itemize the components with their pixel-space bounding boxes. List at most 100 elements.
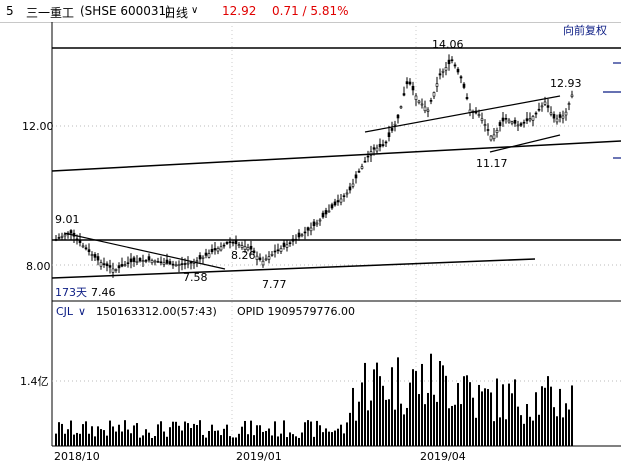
chevron-down-icon[interactable]: ∨: [191, 5, 199, 16]
volume-bar: [502, 384, 504, 446]
candle-body: [357, 170, 361, 173]
candle-body: [264, 258, 268, 261]
volume-bar: [154, 436, 156, 446]
candle-body: [363, 160, 367, 163]
volume-bar: [496, 378, 498, 446]
volume-bar: [481, 391, 483, 446]
price-axis-label-8: 8.00: [26, 260, 51, 273]
volume-bar: [322, 432, 324, 446]
volume-bar: [346, 422, 348, 446]
candle-body: [204, 252, 208, 256]
volume-bar: [145, 429, 147, 446]
candle-body: [507, 119, 511, 123]
volume-bar: [109, 420, 111, 446]
volume-bar: [187, 423, 189, 446]
candle-body: [237, 244, 241, 246]
candle-body: [60, 235, 64, 238]
volume-bar: [529, 416, 531, 446]
candle-body: [351, 183, 355, 187]
period-selector[interactable]: 日线: [164, 6, 189, 20]
volume-bar: [325, 428, 327, 446]
volume-bar: [55, 433, 57, 446]
trend-line-upper[interactable]: [364, 95, 561, 133]
candle-body: [255, 255, 259, 260]
candle-body: [120, 264, 124, 267]
volume-bar: [103, 430, 105, 446]
candle-body: [528, 118, 532, 121]
candle-body: [330, 204, 334, 209]
volume-bar: [97, 426, 99, 446]
volume-bar: [511, 393, 513, 446]
volume-bar: [541, 386, 543, 446]
candle-body: [87, 249, 91, 253]
candle-body: [288, 242, 292, 245]
candle-body: [492, 134, 496, 140]
volume-bar: [211, 424, 213, 446]
volume-bar: [205, 437, 207, 446]
adjust-mode-button[interactable]: 向前复权: [563, 23, 607, 37]
volume-bar: [352, 387, 354, 446]
candle-body: [168, 261, 172, 265]
volume-bar: [466, 375, 468, 446]
volume-bar: [163, 431, 165, 446]
candle-body: [450, 59, 454, 62]
candle-body: [387, 132, 391, 137]
candle-body: [333, 201, 337, 206]
volume-bar: [226, 424, 228, 446]
candle-body: [279, 248, 283, 252]
volume-bar: [310, 421, 312, 446]
volume-bar: [220, 435, 222, 446]
volume-bar: [133, 425, 135, 446]
candle-body: [318, 219, 322, 222]
volume-bar: [58, 422, 60, 446]
candle-body: [567, 103, 571, 105]
candle-body: [399, 106, 403, 109]
volume-bar: [490, 392, 492, 446]
volume-bar: [343, 433, 345, 446]
candle-body: [372, 147, 376, 150]
candle-body: [63, 234, 67, 237]
volume-bar: [136, 423, 138, 446]
candle-body: [93, 254, 97, 258]
volume-bar: [82, 424, 84, 446]
candle-body: [447, 59, 451, 65]
volume-bar: [451, 405, 453, 446]
price-change: 0.71 / 5.81%: [272, 4, 349, 18]
candle-body: [207, 253, 211, 258]
candle-body: [129, 258, 133, 263]
candle-body: [195, 260, 199, 263]
candle-body: [111, 268, 115, 273]
candle-body: [108, 265, 112, 268]
candle-body: [309, 227, 313, 232]
candle-body: [123, 264, 127, 266]
annotation-low: 11.17: [476, 157, 508, 170]
chevron-down-icon[interactable]: ∨: [78, 305, 86, 318]
volume-bar: [175, 421, 177, 446]
candle-body: [297, 232, 301, 238]
volume-bar: [121, 431, 123, 446]
volume-indicator-name[interactable]: CJL: [56, 305, 74, 318]
trend-line-down[interactable]: [63, 232, 226, 270]
candle-body: [300, 234, 304, 237]
volume-bar: [532, 420, 534, 446]
trend-line-long[interactable]: [51, 140, 621, 172]
candle-body: [540, 105, 544, 108]
candle-body: [135, 260, 139, 263]
stock-code: (SHSE 600031): [80, 4, 171, 18]
volume-bar: [505, 419, 507, 446]
volume-bar: [178, 425, 180, 446]
volume-bar: [91, 426, 93, 446]
candle-body: [276, 249, 280, 252]
volume-bar: [235, 437, 237, 446]
volume-bar: [538, 414, 540, 446]
trend-line-low[interactable]: [51, 258, 536, 279]
volume-bar: [424, 404, 426, 446]
volume-bar: [373, 369, 375, 446]
candle-body: [342, 195, 346, 198]
candle-body: [213, 248, 217, 251]
candle-body: [516, 124, 520, 127]
candle-body: [525, 118, 529, 122]
candle-body: [423, 106, 427, 112]
trend-line-lower[interactable]: [489, 134, 561, 153]
candle-body: [96, 256, 100, 261]
